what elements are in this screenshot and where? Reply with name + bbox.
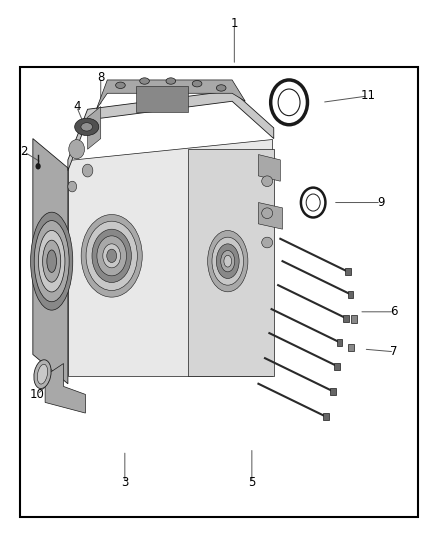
Ellipse shape	[261, 237, 272, 248]
Text: 5: 5	[248, 476, 255, 489]
Ellipse shape	[97, 236, 127, 276]
Bar	[20, 67, 418, 517]
Ellipse shape	[224, 255, 232, 267]
Polygon shape	[258, 155, 280, 181]
Ellipse shape	[42, 240, 61, 282]
Text: 2: 2	[20, 146, 28, 158]
Ellipse shape	[192, 80, 202, 87]
Bar	[323, 414, 329, 420]
Bar	[346, 269, 351, 276]
Ellipse shape	[47, 250, 57, 272]
Ellipse shape	[208, 231, 248, 292]
Text: 10: 10	[30, 388, 45, 401]
Ellipse shape	[261, 208, 272, 219]
Text: 3: 3	[121, 476, 128, 489]
Ellipse shape	[39, 230, 65, 292]
Text: 4: 4	[73, 100, 81, 113]
Circle shape	[68, 181, 77, 192]
Polygon shape	[96, 80, 245, 109]
Polygon shape	[258, 203, 283, 229]
Ellipse shape	[34, 221, 69, 302]
Text: 7: 7	[390, 345, 398, 358]
Ellipse shape	[107, 249, 117, 263]
Ellipse shape	[140, 78, 149, 84]
Text: 9: 9	[377, 196, 385, 209]
Ellipse shape	[166, 78, 176, 84]
Text: 6: 6	[390, 305, 398, 318]
Ellipse shape	[31, 212, 73, 310]
Circle shape	[82, 164, 93, 177]
Text: 8: 8	[97, 71, 104, 84]
Ellipse shape	[261, 176, 272, 187]
Ellipse shape	[92, 229, 131, 282]
Polygon shape	[68, 91, 274, 171]
Ellipse shape	[216, 85, 226, 91]
Ellipse shape	[221, 251, 235, 272]
Ellipse shape	[74, 118, 99, 135]
Circle shape	[69, 140, 85, 159]
Ellipse shape	[86, 221, 137, 290]
Ellipse shape	[212, 237, 244, 285]
Ellipse shape	[37, 364, 48, 384]
Text: 1: 1	[230, 18, 238, 30]
Ellipse shape	[103, 244, 120, 268]
Circle shape	[35, 163, 41, 169]
Polygon shape	[33, 139, 68, 384]
Polygon shape	[188, 149, 274, 376]
Bar	[343, 314, 349, 321]
Bar	[136, 86, 188, 112]
Polygon shape	[88, 107, 101, 149]
Bar	[330, 388, 336, 394]
Bar	[351, 315, 357, 322]
Ellipse shape	[34, 360, 51, 389]
Ellipse shape	[81, 123, 92, 131]
Bar	[348, 344, 354, 351]
Ellipse shape	[216, 244, 239, 279]
Text: 11: 11	[360, 90, 375, 102]
Ellipse shape	[81, 214, 142, 297]
Polygon shape	[68, 139, 272, 376]
Bar	[336, 339, 343, 346]
Bar	[348, 291, 353, 297]
Polygon shape	[45, 364, 85, 413]
Ellipse shape	[116, 82, 125, 88]
Bar	[335, 362, 340, 370]
